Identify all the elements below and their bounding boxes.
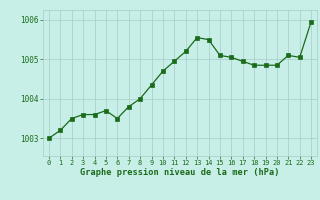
X-axis label: Graphe pression niveau de la mer (hPa): Graphe pression niveau de la mer (hPa) <box>80 168 280 177</box>
